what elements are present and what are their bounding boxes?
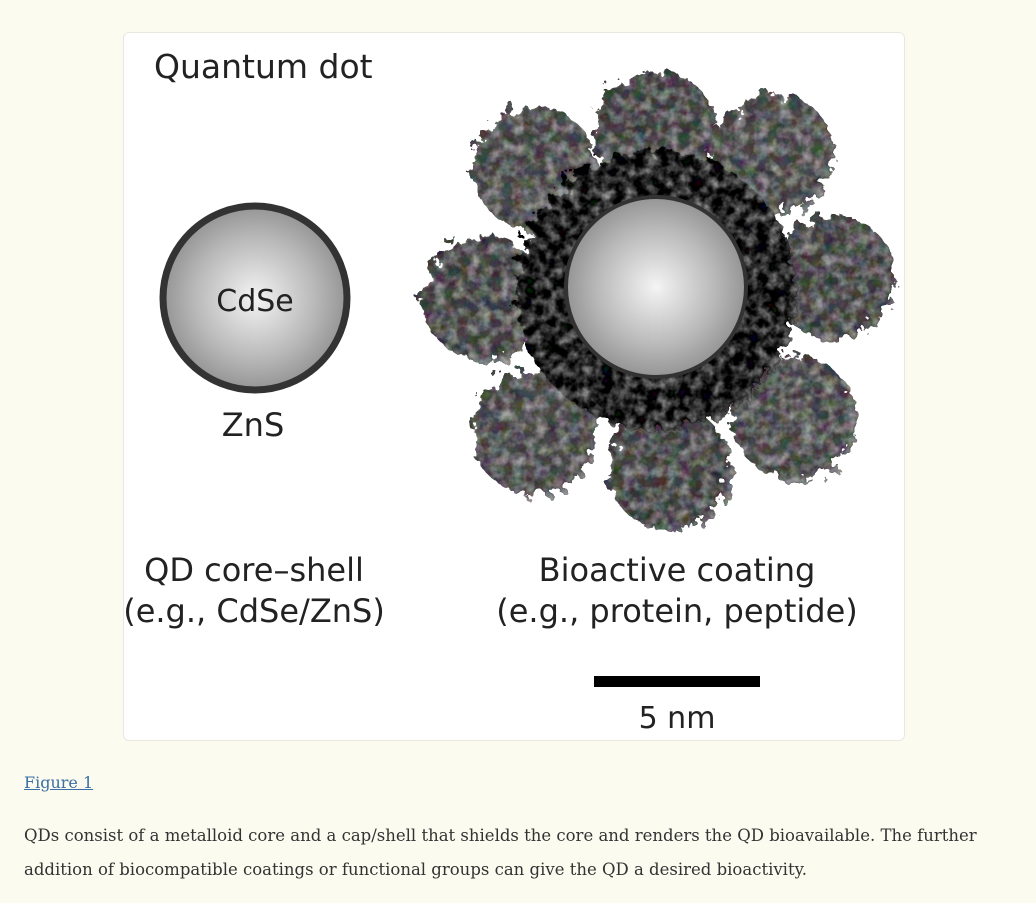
right-caption: (e.g., protein, peptide): [496, 592, 858, 630]
scale-label: 5 nm: [639, 701, 716, 736]
left-caption: (e.g., CdSe/ZnS): [124, 592, 385, 630]
core-label: CdSe: [216, 284, 294, 319]
figure-title: Quantum dot: [154, 47, 373, 86]
right-caption: Bioactive coating: [539, 551, 816, 589]
figure-link[interactable]: Figure 1: [24, 773, 94, 792]
caption: QDs consist of a metalloid core and a ca…: [24, 826, 977, 879]
scale-bar: [594, 676, 760, 687]
core-shell-sphere: [159, 202, 351, 394]
shell-label: ZnS: [222, 406, 285, 444]
figure-image: Quantum dot CdSe ZnS QD core–shell (e.g.…: [124, 47, 896, 736]
figure: Quantum dot CdSe ZnS QD core–shell (e.g.…: [123, 32, 905, 741]
left-caption: QD core–shell: [144, 551, 364, 589]
coated-core: [564, 195, 748, 379]
